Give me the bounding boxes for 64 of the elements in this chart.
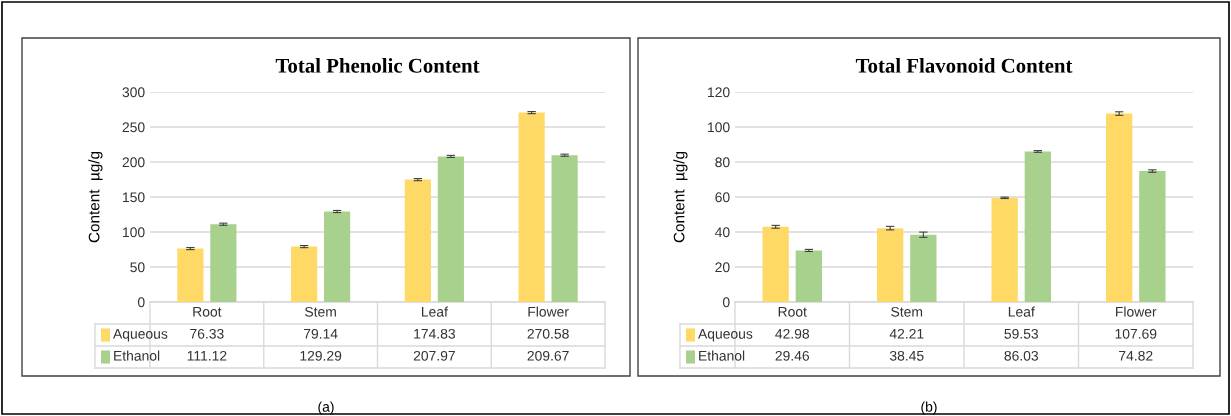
data-label: 76.33	[190, 328, 224, 339]
bar	[762, 226, 789, 302]
bar	[1105, 113, 1133, 302]
legend-label: Ethanol	[114, 350, 160, 361]
y-tick-label: 250	[122, 122, 145, 133]
data-label: 270.58	[527, 328, 569, 339]
bar	[910, 234, 937, 302]
data-label: 59.53	[1004, 328, 1039, 339]
bar	[404, 179, 431, 302]
bar	[551, 155, 578, 302]
bar	[324, 211, 351, 302]
y-tick-label: 60	[715, 192, 730, 203]
text: (b)	[921, 401, 937, 415]
y-tick-label: 100	[708, 122, 730, 133]
x-tick-label: Leaf	[1008, 306, 1035, 317]
bar	[518, 112, 545, 302]
bar	[210, 224, 237, 302]
y-tick-label: 120	[708, 87, 730, 98]
x-tick-label: Root	[193, 307, 222, 317]
data-label: 107.69	[1115, 328, 1157, 339]
data-label: 42.98	[775, 328, 810, 339]
data-label: 86.03	[1004, 350, 1039, 361]
bar	[1024, 151, 1052, 302]
y-tick-label: 80	[715, 157, 730, 168]
y-tick-label: 50	[130, 262, 145, 273]
data-label: 209.67	[527, 350, 569, 361]
bar	[795, 250, 823, 302]
y-axis-title: Content µg/g	[88, 151, 103, 243]
data-label: 74.82	[1119, 350, 1153, 361]
x-tick-label: Root	[778, 307, 807, 317]
x-tick-label: Stem	[305, 306, 336, 317]
x-tick-label: Flower	[1116, 306, 1157, 317]
bar	[876, 228, 904, 302]
x-tick-label: Flower	[528, 306, 569, 317]
data-label: 207.97	[413, 350, 455, 361]
bar	[437, 156, 464, 302]
x-tick-label: Leaf	[422, 306, 448, 317]
chart-title: Total Phenolic Content	[275, 58, 480, 73]
y-tick-label: 150	[123, 192, 145, 203]
data-label: 79.14	[303, 328, 338, 339]
legend-label: Aqueous	[113, 329, 168, 342]
y-tick-label: 20	[715, 262, 730, 273]
y-tick-label: 40	[715, 227, 730, 238]
data-label: 111.12	[187, 350, 227, 361]
legend-label: Aqueous	[698, 329, 753, 342]
bar	[1139, 171, 1166, 302]
y-tick-label: 100	[123, 227, 145, 238]
bar	[991, 197, 1018, 302]
bar	[177, 248, 204, 302]
data-label: 174.83	[414, 328, 456, 339]
x-tick-label: Stem	[891, 306, 923, 317]
data-label: 129.29	[300, 350, 342, 361]
y-tick-label: 0	[137, 297, 145, 308]
text: (a)	[318, 401, 334, 415]
chart-title: Total Flavonoid Content	[855, 58, 1073, 73]
data-label: 38.45	[889, 350, 924, 361]
legend-label: Ethanol	[699, 350, 745, 361]
y-axis-title: Content µg/g	[673, 151, 688, 243]
data-label: 42.21	[889, 328, 924, 339]
y-tick-label: 0	[722, 297, 730, 308]
bar	[291, 246, 318, 302]
y-tick-label: 200	[122, 157, 145, 168]
y-tick-label: 300	[122, 87, 145, 98]
data-label: 29.46	[775, 350, 810, 361]
